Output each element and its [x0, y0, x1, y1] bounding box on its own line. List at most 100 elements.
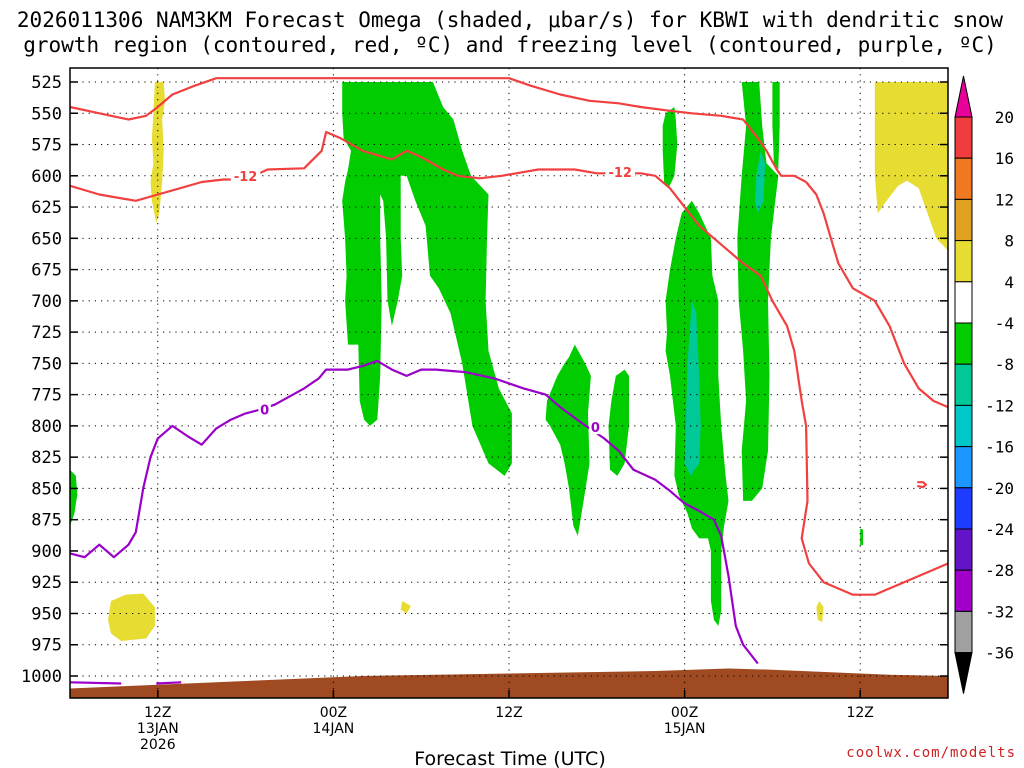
contour-dgz-small — [917, 481, 928, 489]
colorbar-bin-6 — [954, 322, 973, 365]
omega-region-green-late-right-2 — [772, 82, 780, 170]
colorbar-bin-7 — [954, 363, 973, 406]
credit-link[interactable]: coolwx.com/modelts — [846, 745, 1016, 761]
contour-label-0: -12 — [234, 170, 258, 185]
y-tick-label-675: 675 — [31, 261, 62, 281]
omega-region-green-late-strip — [662, 107, 678, 189]
contour-label-bg-0 — [230, 167, 261, 183]
colorbar-label-5: -4 — [995, 314, 1014, 333]
omega-region-green-main-2 — [545, 344, 591, 536]
colorbar-label-8: -16 — [985, 438, 1014, 457]
terrain-surface — [70, 668, 948, 698]
colorbar: 20 16 12 8 4 -4 -8 -12 -16 -20 -24 -28 -32 -36 — [954, 75, 1014, 694]
terrain-fill — [70, 668, 948, 698]
contour-dgz-upper-bound — [69, 77, 807, 183]
colorbar-label-13: -36 — [985, 644, 1014, 663]
colorbar-bin-14 — [954, 652, 973, 694]
y-tick-label-975: 975 — [31, 636, 62, 656]
colorbar-bin-5 — [954, 281, 973, 324]
contour-freezing-level — [69, 359, 759, 665]
colorbar-label-10: -24 — [985, 520, 1014, 539]
contour-freezing-level-low-2 — [156, 681, 182, 685]
contour-label-bg-1 — [605, 164, 635, 180]
y-tick-label-775: 775 — [31, 386, 62, 406]
colorbar-label-11: -28 — [985, 561, 1014, 580]
contour-freezing-level-low — [69, 681, 122, 685]
colorbar-label-12: -32 — [985, 602, 1014, 621]
colorbar-label-4: 4 — [1004, 273, 1014, 292]
colorbar-bin-10 — [954, 487, 973, 530]
contour-label-bg-3 — [589, 419, 602, 435]
contour-label-3: 0 — [591, 421, 600, 436]
y-tick-label-700: 700 — [31, 292, 62, 312]
omega-shading — [70, 82, 948, 641]
x-tick-label-18-2: 14JAN — [313, 721, 355, 737]
colorbar-label-2: 12 — [995, 190, 1014, 209]
x-tick-label-6-3: 2026 — [140, 737, 176, 753]
colorbar-bin-12 — [954, 569, 973, 612]
omega-region-green-late-right — [737, 82, 779, 501]
contour-labels: -12 -12 0 0 — [230, 164, 635, 436]
colorbar-bin-8 — [954, 404, 973, 448]
x-tick-label-18-1: 00Z — [320, 705, 347, 721]
y-tick-label-525: 525 — [31, 73, 62, 93]
y-tick-label-925: 925 — [31, 573, 62, 593]
y-tick-label-650: 650 — [31, 229, 62, 249]
y-tick-label-825: 825 — [31, 448, 62, 468]
colorbar-bin-0 — [954, 75, 973, 118]
x-tick-label-30-1: 12Z — [495, 705, 522, 721]
omega-region-green-main-3 — [608, 369, 629, 476]
colorbar-bin-9 — [954, 446, 973, 489]
omega-region-green-left-edge — [70, 469, 78, 526]
y-tick-label-725: 725 — [31, 323, 62, 343]
omega-region-green-main-1 — [342, 82, 512, 476]
gridlines — [70, 68, 948, 698]
omega-region-green-small — [860, 528, 864, 546]
contour-dgz-lower-bound — [69, 130, 949, 596]
colorbar-label-7: -12 — [985, 396, 1014, 415]
colorbar-label-6: -8 — [995, 355, 1014, 374]
y-tick-label-550: 550 — [31, 104, 62, 124]
colorbar-bin-2 — [954, 157, 973, 200]
y-tick-label-1000: 1000 — [21, 667, 62, 687]
colorbar-bin-4 — [954, 240, 973, 283]
x-tick-label-54-1: 12Z — [846, 705, 873, 721]
contour-label-1: -12 — [608, 166, 632, 181]
colorbar-bin-13 — [954, 610, 973, 654]
x-tick-label-42-2: 15JAN — [664, 721, 706, 737]
omega-region-yellow-late-mid — [816, 601, 824, 623]
y-tick-label-875: 875 — [31, 511, 62, 531]
x-tick-label-6-1: 12Z — [144, 705, 171, 721]
y-axis: 525 550 575 600 625 650 675 700 725 750 775 800 825 8… — [21, 73, 948, 687]
y-tick-label-600: 600 — [31, 167, 62, 187]
omega-region-yellow-early-low — [108, 593, 155, 641]
x-tick-label-6-2: 13JAN — [137, 721, 179, 737]
colorbar-bin-11 — [954, 528, 973, 571]
omega-region-yellow-small — [400, 601, 411, 614]
y-tick-label-800: 800 — [31, 417, 62, 437]
colorbar-label-9: -20 — [985, 479, 1014, 498]
x-tick-label-42-1: 00Z — [671, 705, 698, 721]
contour-dgz-right-branch — [805, 181, 949, 409]
omega-region-yellow-early-upper — [150, 82, 166, 224]
chart-title-line1: 2026011306 NAM3KM Forecast Omega (shaded… — [17, 8, 1004, 32]
omega-region-teal-upper — [754, 150, 766, 214]
x-axis-label: Forecast Time (UTC) — [414, 748, 605, 768]
y-tick-label-750: 750 — [31, 354, 62, 374]
chart-title-line2: growth region (contoured, red, ºC) and f… — [23, 33, 997, 57]
colorbar-bin-1 — [954, 116, 973, 159]
colorbar-bin-3 — [954, 198, 973, 242]
contours — [69, 77, 949, 685]
contour-label-bg-2 — [258, 401, 271, 417]
colorbar-label-0: 20 — [995, 108, 1014, 127]
omega-region-teal-mid — [684, 300, 701, 476]
contour-label-2: 0 — [260, 404, 269, 419]
y-tick-label-850: 850 — [31, 479, 62, 499]
colorbar-label-3: 8 — [1004, 232, 1014, 251]
y-tick-label-900: 900 — [31, 542, 62, 562]
omega-region-yellow-late-upper — [874, 82, 948, 251]
y-tick-label-625: 625 — [31, 198, 62, 218]
colorbar-label-1: 16 — [995, 149, 1014, 168]
